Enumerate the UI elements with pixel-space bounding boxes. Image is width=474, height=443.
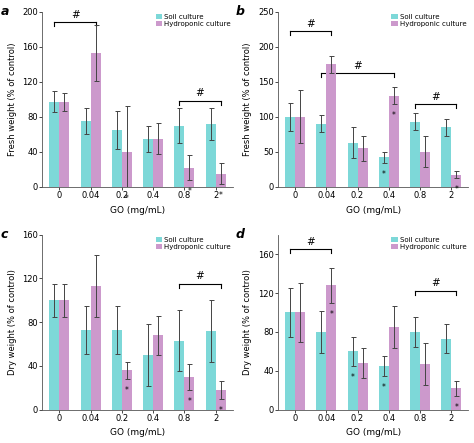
Bar xyxy=(347,351,357,410)
Legend: Soil culture, Hydroponic culture: Soil culture, Hydroponic culture xyxy=(155,236,231,251)
Bar xyxy=(420,364,430,410)
Bar xyxy=(216,174,226,187)
Text: #: # xyxy=(431,279,440,288)
Bar xyxy=(379,157,389,187)
Text: *: * xyxy=(382,170,386,179)
Bar xyxy=(206,331,216,410)
Text: #: # xyxy=(196,89,204,98)
Bar xyxy=(326,285,337,410)
Bar xyxy=(49,102,59,187)
Bar xyxy=(153,335,163,410)
Text: c: c xyxy=(0,228,8,241)
Bar xyxy=(357,148,367,187)
Bar xyxy=(143,355,153,410)
Bar xyxy=(112,330,122,410)
Text: *: * xyxy=(188,397,191,406)
Bar xyxy=(451,389,461,410)
Text: a: a xyxy=(0,5,9,18)
Bar xyxy=(295,312,305,410)
Bar xyxy=(174,125,184,187)
Bar xyxy=(153,139,163,187)
Bar xyxy=(81,121,91,187)
Bar xyxy=(143,139,153,187)
Text: b: b xyxy=(236,5,245,18)
X-axis label: GO (mg/mL): GO (mg/mL) xyxy=(346,428,401,437)
Bar xyxy=(184,377,194,410)
Bar xyxy=(410,332,420,410)
Bar xyxy=(91,286,100,410)
Text: #: # xyxy=(306,237,315,247)
Text: *: * xyxy=(329,310,333,319)
Text: *: * xyxy=(219,406,223,415)
Text: #: # xyxy=(431,92,440,101)
Bar xyxy=(184,167,194,187)
Text: *: * xyxy=(392,111,396,120)
X-axis label: GO (mg/mL): GO (mg/mL) xyxy=(110,428,165,437)
Bar xyxy=(122,370,132,410)
Bar xyxy=(122,152,132,187)
Bar xyxy=(357,363,367,410)
Text: d: d xyxy=(236,228,245,241)
Text: *: * xyxy=(382,383,386,392)
Bar xyxy=(389,96,399,187)
Bar xyxy=(316,124,326,187)
X-axis label: GO (mg/mL): GO (mg/mL) xyxy=(110,206,165,214)
Y-axis label: Dry weight (% of control): Dry weight (% of control) xyxy=(243,269,252,375)
Text: *: * xyxy=(125,386,129,395)
Bar xyxy=(451,175,461,187)
Bar xyxy=(316,332,326,410)
Bar xyxy=(441,127,451,187)
Bar xyxy=(206,124,216,187)
Bar xyxy=(295,117,305,187)
Text: *: * xyxy=(454,186,458,194)
X-axis label: GO (mg/mL): GO (mg/mL) xyxy=(346,206,401,214)
Bar xyxy=(410,122,420,187)
Bar xyxy=(174,341,184,410)
Bar xyxy=(59,102,70,187)
Y-axis label: Dry weight (% of control): Dry weight (% of control) xyxy=(8,269,17,375)
Bar xyxy=(441,339,451,410)
Bar xyxy=(91,53,100,187)
Bar xyxy=(326,64,337,187)
Text: *: * xyxy=(454,403,458,412)
Bar xyxy=(81,330,91,410)
Legend: Soil culture, Hydroponic culture: Soil culture, Hydroponic culture xyxy=(391,13,467,28)
Bar xyxy=(420,152,430,187)
Bar xyxy=(285,117,295,187)
Bar xyxy=(379,366,389,410)
Bar xyxy=(59,300,70,410)
Bar xyxy=(347,143,357,187)
Bar xyxy=(285,312,295,410)
Text: #: # xyxy=(71,10,80,19)
Text: #: # xyxy=(306,19,315,29)
Y-axis label: Fresh weight (% of control): Fresh weight (% of control) xyxy=(8,43,17,156)
Legend: Soil culture, Hydroponic culture: Soil culture, Hydroponic culture xyxy=(155,13,231,28)
Text: *: * xyxy=(219,191,223,200)
Y-axis label: Fresh weight (% of control): Fresh weight (% of control) xyxy=(244,43,253,156)
Text: *: * xyxy=(351,373,355,382)
Text: *: * xyxy=(188,187,191,196)
Legend: Soil culture, Hydroponic culture: Soil culture, Hydroponic culture xyxy=(391,236,467,251)
Bar xyxy=(216,390,226,410)
Text: *: * xyxy=(125,194,129,203)
Text: #: # xyxy=(353,61,362,71)
Bar xyxy=(389,327,399,410)
Bar xyxy=(49,300,59,410)
Bar xyxy=(112,130,122,187)
Text: #: # xyxy=(196,271,204,281)
